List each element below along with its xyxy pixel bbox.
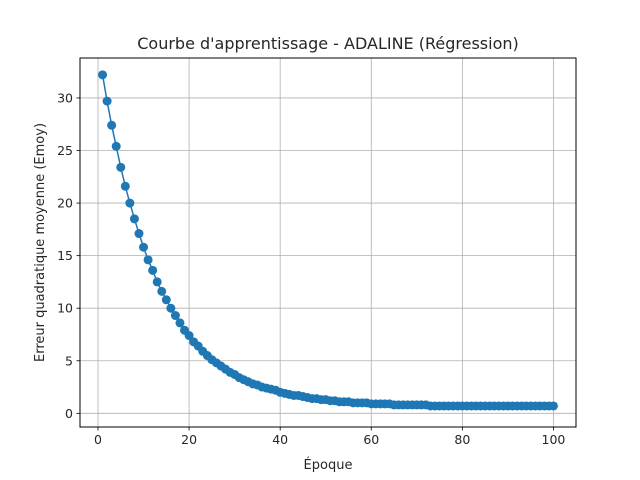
y-tick-label: 15 [57, 248, 73, 263]
data-point [102, 96, 112, 106]
data-point [166, 303, 176, 313]
y-tick-label: 30 [57, 90, 73, 105]
x-tick-label: 100 [542, 432, 566, 447]
y-ticks: 0 5 10 15 20 25 30 [57, 90, 80, 421]
series-line [101, 74, 554, 407]
data-point [125, 198, 135, 208]
data-point [152, 277, 162, 287]
data-point [120, 181, 130, 191]
data-point [143, 255, 153, 265]
data-point [548, 401, 558, 411]
x-tick-label: 0 [94, 432, 102, 447]
data-point [161, 295, 171, 305]
x-axis-label: Époque [304, 457, 353, 473]
x-ticks: 0 20 40 60 80 100 [94, 427, 565, 447]
chart-title: Courbe d'apprentissage - ADALINE (Régres… [137, 34, 519, 53]
plot-frame [79, 57, 577, 428]
x-tick-label: 40 [272, 432, 288, 447]
series-group [98, 70, 558, 411]
data-point [116, 162, 126, 172]
y-tick-label: 5 [65, 353, 73, 368]
y-tick-label: 20 [57, 196, 73, 211]
data-point [170, 311, 180, 321]
data-point [139, 242, 149, 252]
data-point [107, 120, 117, 130]
data-point [129, 214, 139, 224]
data-point [111, 141, 121, 151]
y-axis-label: Erreur quadratique moyenne (Emoy) [33, 123, 48, 362]
data-point [134, 229, 144, 239]
data-point [157, 286, 167, 296]
data-point [175, 318, 185, 328]
data-point [148, 265, 158, 275]
y-tick-label: 25 [57, 143, 73, 158]
x-tick-label: 80 [454, 432, 470, 447]
x-tick-label: 60 [363, 432, 379, 447]
data-point [98, 70, 108, 80]
grid-lines [80, 58, 576, 427]
x-tick-label: 20 [181, 432, 197, 447]
y-tick-label: 10 [57, 301, 73, 316]
y-tick-label: 0 [65, 406, 73, 421]
data-point [184, 331, 194, 341]
